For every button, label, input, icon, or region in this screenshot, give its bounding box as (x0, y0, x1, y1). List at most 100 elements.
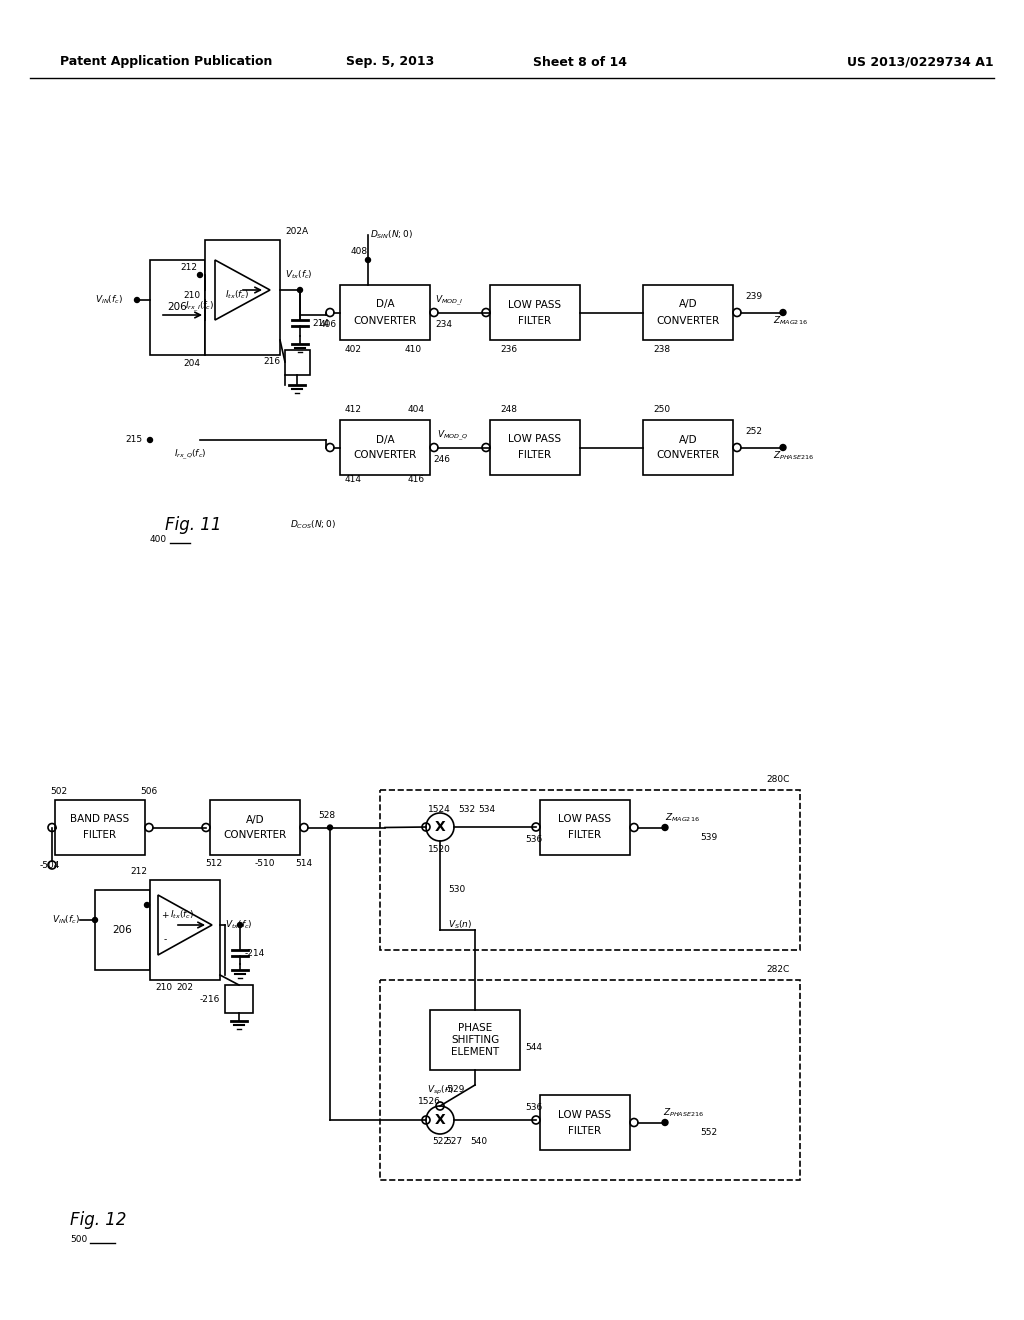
Text: $I_{tx}(f_c)$: $I_{tx}(f_c)$ (225, 289, 249, 301)
Text: 1520: 1520 (428, 845, 451, 854)
Text: 206: 206 (113, 925, 132, 935)
Circle shape (92, 917, 97, 923)
Text: 204: 204 (183, 359, 200, 367)
Text: 502: 502 (50, 788, 68, 796)
Text: LOW PASS: LOW PASS (509, 434, 561, 445)
Text: 250: 250 (653, 405, 670, 414)
Text: $V_{IN}(f_c)$: $V_{IN}(f_c)$ (95, 294, 123, 306)
Text: -: - (164, 936, 167, 945)
FancyBboxPatch shape (540, 1096, 630, 1150)
Text: 540: 540 (470, 1138, 487, 1147)
Circle shape (298, 288, 302, 293)
Text: FILTER: FILTER (518, 450, 552, 461)
Text: CONVERTER: CONVERTER (656, 450, 720, 461)
Text: 414: 414 (345, 475, 362, 484)
Circle shape (198, 272, 203, 277)
Circle shape (144, 903, 150, 908)
Text: -216: -216 (200, 994, 220, 1003)
Text: 406: 406 (319, 319, 337, 329)
Text: 530: 530 (449, 886, 465, 895)
Text: 1526: 1526 (418, 1097, 441, 1106)
Text: 527: 527 (445, 1138, 462, 1147)
Text: 500: 500 (70, 1236, 87, 1245)
Text: Sep. 5, 2013: Sep. 5, 2013 (346, 55, 434, 69)
Text: 412: 412 (345, 405, 362, 414)
Text: Fig. 12: Fig. 12 (70, 1210, 127, 1229)
Text: $Z_{MAG216}$: $Z_{MAG216}$ (773, 314, 808, 327)
Text: 536: 536 (525, 1104, 543, 1113)
FancyBboxPatch shape (490, 420, 580, 475)
Circle shape (780, 309, 786, 315)
Text: A/D: A/D (679, 300, 697, 309)
Text: 238: 238 (653, 346, 670, 355)
Text: D/A: D/A (376, 300, 394, 309)
FancyBboxPatch shape (210, 800, 300, 855)
Text: 506: 506 (140, 788, 158, 796)
Text: $D_{SIN}(N;0)$: $D_{SIN}(N;0)$ (370, 228, 414, 242)
Text: 246: 246 (433, 455, 450, 465)
Text: $Z_{PHASE216}$: $Z_{PHASE216}$ (663, 1106, 703, 1119)
Text: 536: 536 (525, 834, 543, 843)
Text: +: + (161, 911, 169, 920)
Text: CONVERTER: CONVERTER (353, 315, 417, 326)
Text: $V_{tx}(f_c)$: $V_{tx}(f_c)$ (285, 269, 312, 281)
Text: $D_{COS}(N;0)$: $D_{COS}(N;0)$ (290, 519, 336, 531)
Text: 280C: 280C (767, 776, 790, 784)
Text: Sheet 8 of 14: Sheet 8 of 14 (534, 55, 627, 69)
Text: 214: 214 (312, 318, 329, 327)
Text: 532: 532 (458, 804, 475, 813)
FancyBboxPatch shape (225, 985, 253, 1012)
Text: 212: 212 (130, 867, 147, 876)
FancyBboxPatch shape (55, 800, 145, 855)
FancyBboxPatch shape (490, 285, 580, 341)
Text: US 2013/0229734 A1: US 2013/0229734 A1 (847, 55, 993, 69)
Text: $V_{MOD\_Q}$: $V_{MOD\_Q}$ (437, 428, 468, 442)
Text: PHASE: PHASE (458, 1023, 493, 1034)
Text: FILTER: FILTER (518, 315, 552, 326)
FancyBboxPatch shape (95, 890, 150, 970)
Text: 416: 416 (408, 475, 425, 484)
Text: 216: 216 (263, 358, 280, 367)
Text: 402: 402 (345, 346, 362, 355)
Text: ELEMENT: ELEMENT (451, 1047, 499, 1057)
Text: FILTER: FILTER (568, 830, 601, 841)
Text: X: X (434, 820, 445, 834)
FancyBboxPatch shape (150, 880, 220, 979)
Text: X: X (434, 1113, 445, 1127)
Text: 210: 210 (155, 983, 172, 993)
Text: FILTER: FILTER (83, 830, 117, 841)
Circle shape (238, 923, 243, 928)
Text: $Z_{MAG216}$: $Z_{MAG216}$ (665, 812, 699, 824)
FancyBboxPatch shape (285, 350, 310, 375)
Text: BAND PASS: BAND PASS (71, 814, 130, 825)
Text: A/D: A/D (679, 434, 697, 445)
Text: 210: 210 (183, 290, 200, 300)
Text: 534: 534 (478, 804, 496, 813)
Text: 552: 552 (700, 1129, 717, 1137)
Text: $V_{IN}(f_c)$: $V_{IN}(f_c)$ (52, 913, 80, 927)
Text: A/D: A/D (246, 814, 264, 825)
Text: Fig. 11: Fig. 11 (165, 516, 221, 535)
FancyBboxPatch shape (540, 800, 630, 855)
Circle shape (328, 825, 333, 830)
Text: $V_{sp}(n)$: $V_{sp}(n)$ (427, 1084, 455, 1097)
Circle shape (662, 825, 668, 830)
Text: 539: 539 (700, 833, 717, 842)
FancyBboxPatch shape (340, 420, 430, 475)
Text: 522: 522 (432, 1138, 449, 1147)
Text: -510: -510 (255, 858, 275, 867)
Text: 544: 544 (525, 1044, 542, 1052)
Text: 236: 236 (500, 346, 517, 355)
Text: 248: 248 (500, 405, 517, 414)
Text: -214: -214 (245, 949, 265, 957)
FancyBboxPatch shape (643, 285, 733, 341)
Text: 234: 234 (435, 319, 452, 329)
Text: 514: 514 (295, 858, 312, 867)
Text: 1524: 1524 (428, 804, 451, 813)
Text: 400: 400 (150, 536, 167, 544)
FancyBboxPatch shape (643, 420, 733, 475)
Text: 282C: 282C (767, 965, 790, 974)
Text: 252: 252 (745, 426, 762, 436)
Text: 512: 512 (205, 858, 222, 867)
Text: CONVERTER: CONVERTER (223, 830, 287, 841)
